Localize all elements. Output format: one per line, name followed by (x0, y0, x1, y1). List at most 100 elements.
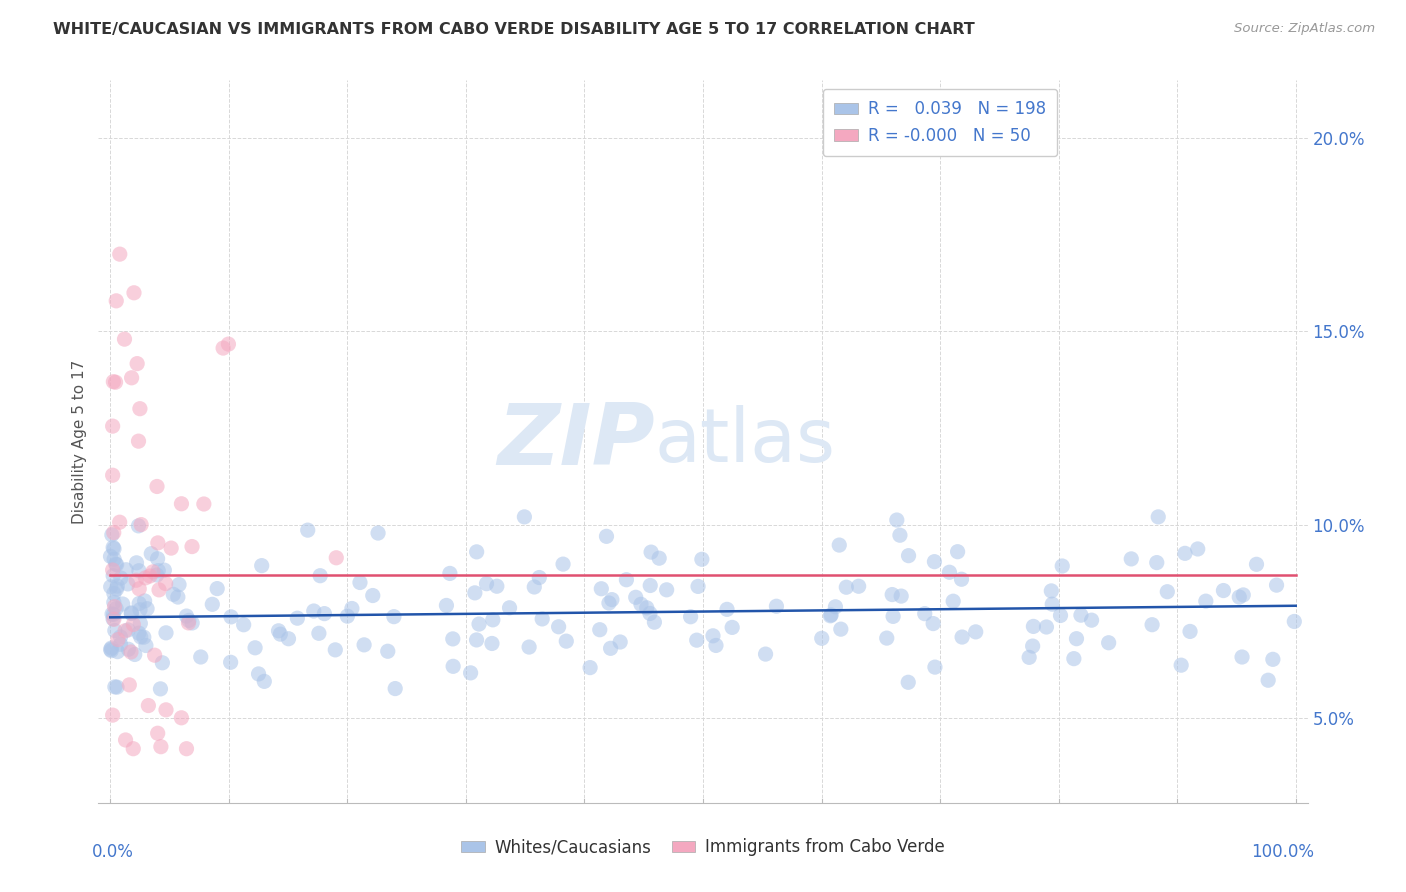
Point (475, 576, 498, 591)
Point (638, 607, 661, 621)
Point (108, 247, 131, 261)
Point (219, 610, 242, 624)
Point (101, 708, 124, 723)
Point (176, 741, 198, 756)
Point (118, 678, 141, 692)
Point (308, 626, 330, 640)
Point (297, 523, 319, 537)
Point (193, 497, 215, 511)
Point (103, 612, 125, 626)
Point (101, 563, 124, 577)
Point (638, 578, 661, 592)
Point (882, 588, 904, 602)
Point (1049, 608, 1071, 623)
Point (950, 630, 973, 644)
Point (591, 582, 613, 596)
Point (1035, 620, 1057, 634)
Point (498, 600, 520, 615)
Point (101, 541, 124, 555)
Point (127, 357, 149, 371)
Point (121, 371, 143, 385)
Point (100, 549, 122, 564)
Point (1284, 615, 1306, 629)
Point (103, 595, 125, 609)
Point (336, 609, 359, 624)
Point (117, 623, 139, 637)
Point (523, 580, 546, 594)
Point (702, 629, 724, 643)
Point (1261, 652, 1284, 666)
Point (155, 625, 177, 640)
Point (146, 726, 169, 740)
Point (1040, 597, 1063, 611)
Point (1080, 613, 1102, 627)
Point (100, 643, 122, 657)
Point (212, 341, 235, 355)
Point (589, 623, 612, 637)
Point (1070, 608, 1092, 623)
Point (243, 640, 266, 655)
Point (441, 632, 464, 646)
Point (104, 624, 127, 638)
Point (122, 741, 145, 756)
Y-axis label: Disability Age 5 to 17: Disability Age 5 to 17 (72, 359, 87, 524)
Text: 100.0%: 100.0% (1250, 843, 1313, 861)
Point (107, 645, 129, 659)
Point (105, 558, 128, 572)
Point (110, 571, 132, 585)
Point (1040, 583, 1063, 598)
Point (513, 509, 536, 524)
Point (485, 579, 508, 593)
Point (134, 571, 156, 585)
Point (1140, 617, 1163, 632)
Point (103, 586, 125, 600)
Point (551, 557, 574, 571)
Point (616, 573, 638, 587)
Point (643, 615, 665, 630)
Point (624, 591, 647, 605)
Point (146, 536, 169, 550)
Point (127, 519, 149, 533)
Point (754, 647, 776, 661)
Point (149, 681, 172, 696)
Text: 0.0%: 0.0% (93, 843, 134, 861)
Point (946, 544, 969, 558)
Point (950, 572, 973, 586)
Point (1066, 632, 1088, 646)
Point (105, 680, 128, 694)
Point (150, 656, 173, 670)
Point (232, 617, 254, 632)
Point (1052, 559, 1074, 574)
Point (648, 551, 671, 566)
Point (460, 665, 482, 680)
Point (141, 547, 163, 561)
Point (108, 515, 131, 529)
Point (579, 660, 602, 674)
Point (143, 648, 166, 663)
Point (595, 529, 617, 543)
Point (190, 650, 212, 665)
Point (136, 601, 159, 615)
Point (820, 608, 842, 623)
Point (146, 568, 169, 582)
Point (482, 613, 505, 627)
Point (177, 615, 200, 630)
Point (104, 680, 127, 694)
Point (889, 528, 911, 542)
Point (686, 633, 709, 648)
Point (609, 635, 631, 649)
Point (1156, 584, 1178, 599)
Point (1212, 583, 1234, 598)
Point (128, 582, 150, 596)
Point (1232, 588, 1254, 602)
Point (247, 667, 270, 681)
Point (217, 337, 239, 351)
Point (149, 739, 172, 754)
Point (1063, 651, 1085, 665)
Point (167, 590, 190, 604)
Point (138, 698, 160, 713)
Point (117, 577, 139, 591)
Point (640, 545, 662, 559)
Point (181, 540, 204, 554)
Point (598, 596, 620, 610)
